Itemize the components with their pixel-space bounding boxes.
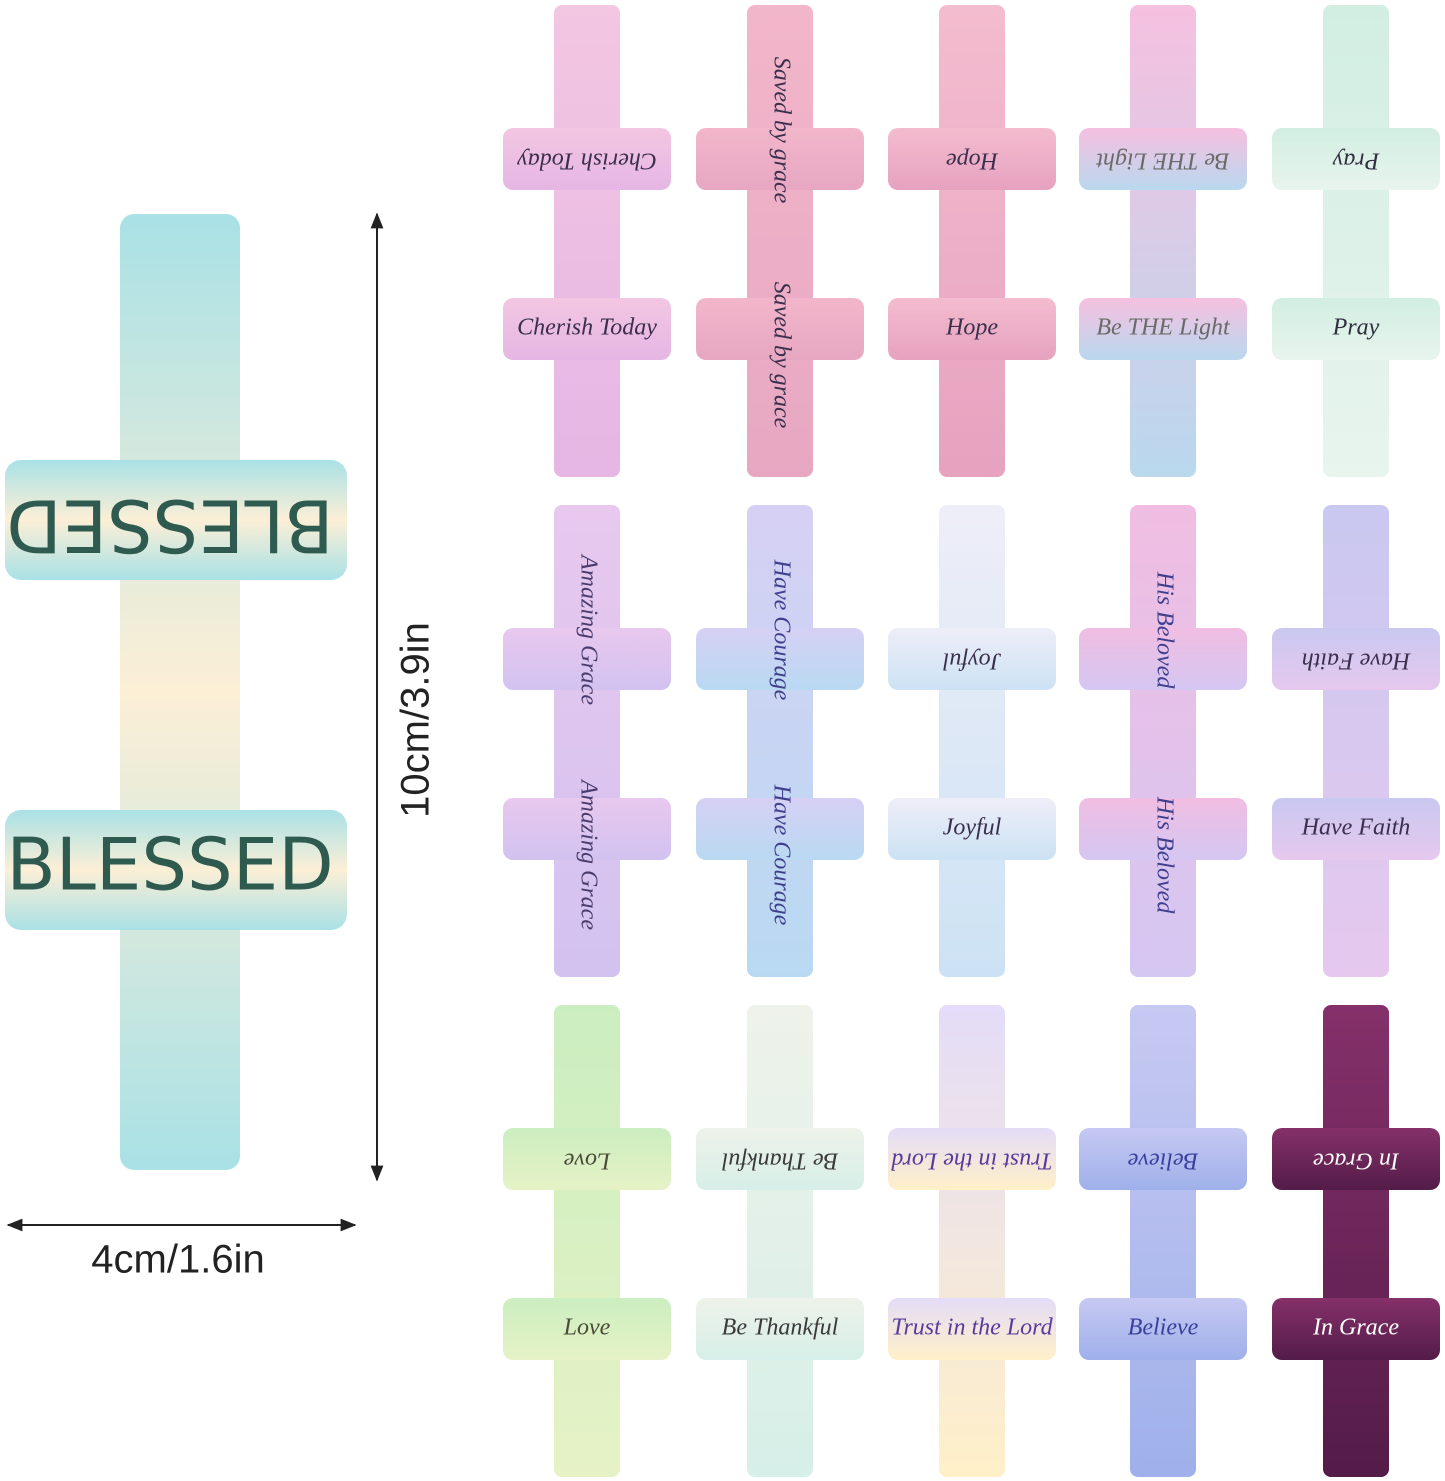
cross: Pray Pray	[1272, 5, 1440, 477]
cross-arm	[888, 628, 1056, 690]
cross: Trust in the Lord Trust in the Lord	[888, 1005, 1056, 1477]
cross-arm	[696, 628, 864, 690]
cross-arm	[1079, 128, 1247, 190]
cross-arm	[1272, 298, 1440, 360]
cross-text-flipped: Joyful	[942, 647, 1001, 673]
cross-text-flipped: Love	[563, 1147, 611, 1173]
cross-arm	[503, 628, 671, 690]
cross-arm	[1272, 798, 1440, 860]
cross-arm	[888, 298, 1056, 360]
width-label: 4cm/1.6in	[91, 1238, 264, 1282]
cross: Be Thankful Be Thankful	[696, 1005, 864, 1477]
cross-bar	[939, 5, 1005, 477]
cross-arm	[1272, 628, 1440, 690]
cross-bar	[939, 1005, 1005, 1477]
cross-text-flipped: BLESSED	[6, 483, 333, 567]
cross: Joyful Joyful	[888, 505, 1056, 977]
cross-text: Have Faith	[1301, 815, 1411, 841]
cross-text-flipped: His Beloved	[1151, 571, 1177, 690]
cross-text: Cherish Today	[517, 315, 657, 341]
cross-grid: Cherish Today Cherish Today Saved by grace…	[503, 5, 1440, 1477]
cross-arm	[1079, 798, 1247, 860]
cross-arm	[5, 460, 347, 580]
cross-arm	[888, 798, 1056, 860]
cross-text-flipped: Saved by grace	[768, 57, 794, 204]
cross-bar	[747, 1005, 813, 1477]
cross-text: His Beloved	[1151, 796, 1177, 915]
cross-bar	[939, 505, 1005, 977]
cross-text: Love	[563, 1315, 611, 1341]
cross-text-flipped: Be THE Light	[1095, 147, 1230, 173]
cross-text-flipped: Trust in the Lord	[890, 1147, 1052, 1173]
cross-arm	[696, 1298, 864, 1360]
cross-arm	[5, 810, 347, 930]
cross-text: Amazing Grace	[575, 778, 601, 930]
cross-arm	[503, 128, 671, 190]
cross-arm	[696, 798, 864, 860]
cross-text-flipped: Be Thankful	[721, 1147, 838, 1173]
cross-arm	[696, 128, 864, 190]
height-label: 10cm/3.9in	[394, 622, 438, 818]
cross-arm	[503, 1128, 671, 1190]
cross-text-flipped: Hope	[946, 147, 999, 173]
cross: Have Courage Have Courage	[696, 505, 864, 977]
cross-arm	[1079, 1128, 1247, 1190]
cross: Amazing Grace Amazing Grace	[503, 505, 671, 977]
cross-arm	[696, 1128, 864, 1190]
cross-text-flipped: Cherish Today	[517, 147, 657, 173]
cross-bar	[1323, 505, 1389, 977]
cross-bar	[120, 214, 240, 1170]
cross-text: Trust in the Lord	[891, 1315, 1053, 1341]
cross-bar	[1130, 5, 1196, 477]
cross-arm	[888, 128, 1056, 190]
cross-arm	[1079, 1298, 1247, 1360]
cross-text: Believe	[1128, 1315, 1199, 1341]
cross-text-flipped: Amazing Grace	[575, 553, 601, 705]
cross-arm	[503, 798, 671, 860]
cross-arm	[1272, 128, 1440, 190]
cross: Be THE Light Be THE Light	[1079, 5, 1247, 477]
cross-bar	[1323, 5, 1389, 477]
cross-arm	[1079, 628, 1247, 690]
cross-bar	[554, 5, 620, 477]
cross: In Grace In Grace	[1272, 1005, 1440, 1477]
cross: Have Faith Have Faith	[1272, 505, 1440, 977]
cross-arm	[1272, 1298, 1440, 1360]
cross-arm	[888, 1298, 1056, 1360]
cross-text-flipped: Pray	[1332, 147, 1380, 173]
cross-text-flipped: Have Courage	[768, 559, 794, 701]
cross-text: Hope	[945, 315, 998, 341]
cross-text: Saved by grace	[768, 282, 794, 429]
cross-bar	[554, 1005, 620, 1477]
cross-text: Joyful	[943, 815, 1002, 841]
cross-bar	[1130, 1005, 1196, 1477]
main-cross: BLESSED BLESSED	[5, 214, 347, 1170]
cross-text: Be THE Light	[1096, 315, 1231, 341]
cross: His Beloved His Beloved	[1079, 505, 1247, 977]
cross-arm	[888, 1128, 1056, 1190]
cross-text-flipped: Believe	[1127, 1147, 1198, 1173]
cross-arm	[1272, 1128, 1440, 1190]
cross: Believe Believe	[1079, 1005, 1247, 1477]
cross-text: Have Courage	[768, 784, 794, 926]
cross-arm	[503, 1298, 671, 1360]
cross-text: BLESSED	[6, 823, 333, 907]
cross: Cherish Today Cherish Today	[503, 5, 671, 477]
cross-text-flipped: In Grace	[1313, 1147, 1400, 1173]
cross-arm	[503, 298, 671, 360]
cross-text-flipped: Have Faith	[1302, 647, 1412, 673]
cross-bar	[1323, 1005, 1389, 1477]
cross-text: Be Thankful	[722, 1315, 839, 1341]
cross-arm	[1079, 298, 1247, 360]
cross: Hope Hope	[888, 5, 1056, 477]
cross: Saved by grace Saved by grace	[696, 5, 864, 477]
cross: Love Love	[503, 1005, 671, 1477]
cross-arm	[696, 298, 864, 360]
cross-text: Pray	[1332, 315, 1380, 341]
cross-text: In Grace	[1312, 1315, 1399, 1341]
